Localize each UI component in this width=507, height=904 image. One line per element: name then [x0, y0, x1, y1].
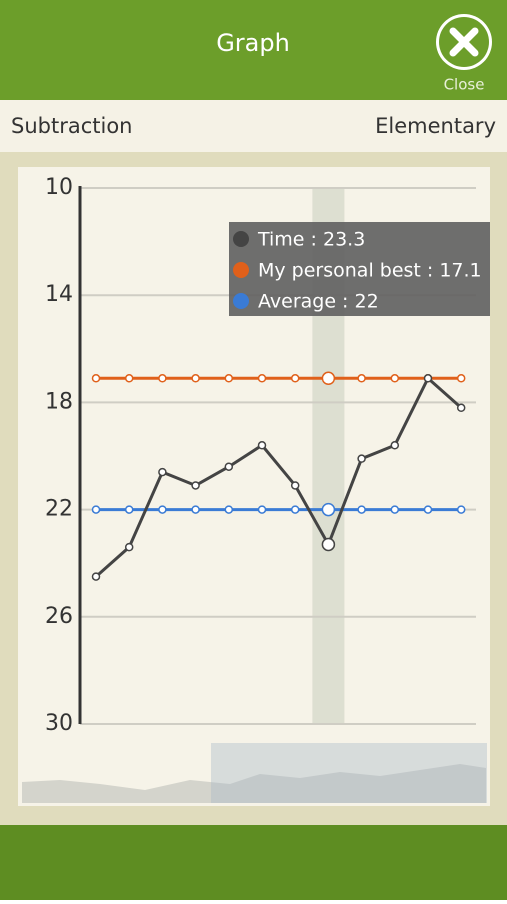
data-point [91, 505, 101, 514]
navigator-window[interactable] [211, 743, 487, 803]
series-line [95, 375, 463, 578]
navigator-area [22, 764, 486, 803]
data-point [321, 502, 336, 517]
tooltip-box [229, 222, 490, 316]
subheader-bar [0, 100, 507, 152]
data-point [124, 542, 134, 552]
data-point [357, 374, 366, 383]
tooltip-text: Average : 22 [258, 291, 379, 313]
data-point [224, 462, 234, 471]
tooltip-swatch [233, 293, 249, 309]
data-point [321, 537, 336, 552]
data-point [423, 505, 433, 514]
data-point [124, 374, 134, 383]
plot: 10 14 18 22 26 30 Time : 23.3 My personal best … [45, 175, 490, 736]
data-point [224, 374, 234, 383]
data-point [290, 481, 300, 490]
header-title: Graph [216, 29, 290, 57]
navigator[interactable] [22, 743, 487, 803]
subheader-left: Subtraction [11, 114, 132, 138]
data-point [191, 505, 200, 514]
y-tick-label: 10 [45, 175, 73, 200]
y-tick-label: 30 [45, 711, 73, 736]
tooltip-swatch [233, 262, 249, 278]
tooltip-text: My personal best : 17.1 [258, 260, 482, 282]
data-point [456, 505, 466, 514]
data-point [321, 371, 336, 386]
tooltip-swatch [233, 231, 249, 247]
data-point [191, 481, 200, 490]
y-tick-label: 22 [45, 497, 73, 522]
close-button[interactable]: Close [436, 14, 492, 94]
close-label[interactable]: Close [444, 76, 485, 94]
tooltip: Time : 23.3 My personal best : 17.1 Averag… [229, 222, 490, 316]
y-tick-label: 26 [45, 604, 73, 629]
subheader-right: Elementary [375, 114, 496, 138]
data-point [390, 441, 400, 450]
data-point [158, 467, 167, 477]
header-bar [0, 0, 507, 100]
data-point [456, 403, 466, 413]
tooltip-text: Time : 23.3 [257, 229, 365, 251]
y-tick-label: 18 [45, 389, 73, 414]
data-point [357, 505, 366, 514]
data-point [357, 454, 366, 463]
data-point [257, 441, 267, 450]
close-icon[interactable] [449, 27, 479, 57]
data-point [224, 505, 234, 514]
data-point [390, 505, 400, 514]
data-point [91, 374, 101, 383]
data-point [290, 505, 300, 514]
data-point [423, 374, 433, 383]
footer-bar [0, 825, 507, 900]
data-point [191, 374, 200, 383]
data-point [158, 374, 167, 383]
data-point [290, 374, 300, 383]
data-point [456, 374, 466, 383]
data-point [158, 505, 167, 514]
data-point [257, 505, 267, 514]
data-point [124, 505, 134, 514]
data-point [257, 374, 267, 383]
data-point [390, 374, 400, 383]
data-point [91, 572, 101, 581]
y-tick-label: 14 [45, 282, 73, 307]
